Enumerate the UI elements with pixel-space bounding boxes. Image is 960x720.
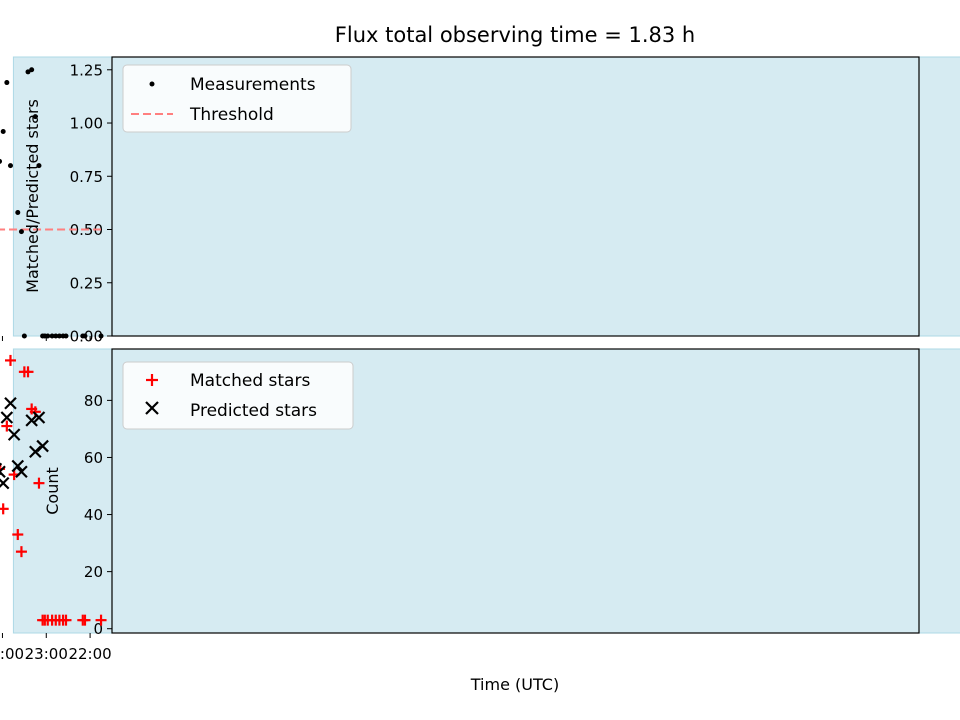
predicted-star-point — [4, 396, 17, 410]
matched-star-point — [37, 614, 49, 626]
legend-matched-label: Matched stars — [190, 371, 310, 391]
y-tick-label: 0.25 — [70, 274, 103, 292]
bottom-plot-frame — [111, 348, 920, 634]
bottom-yticks: 0 20 40 60 80 — [84, 392, 112, 638]
matched-star-point — [33, 477, 45, 489]
top-y-axis-label: Matched/Predicted stars — [23, 99, 42, 293]
x-axis-label: Time (UTC) — [470, 675, 559, 694]
matched-star-point — [12, 529, 24, 541]
matched-star-point — [15, 546, 27, 558]
measurement-point — [80, 333, 86, 339]
matched-star-point — [1, 420, 13, 432]
measurement-point — [18, 229, 24, 235]
measurement-point — [98, 333, 104, 339]
top-legend-box — [122, 64, 352, 133]
predicted-star-points — [0, 396, 49, 490]
top-plot-frame — [111, 56, 920, 337]
y-tick-label: 20 — [84, 563, 103, 581]
y-tick-label: 1.00 — [70, 115, 103, 133]
predicted-star-point — [15, 465, 28, 479]
x-tick-label: 23:00 — [25, 645, 68, 663]
bottom-panel: 0 20 40 60 80 22:0023:0000:0001:0002:0003:00… — [0, 348, 960, 694]
legend-matched-marker — [146, 374, 158, 386]
matched-star-point — [95, 614, 107, 626]
measurement-point — [21, 333, 27, 339]
predicted-star-point — [0, 465, 6, 479]
measurement-point — [0, 129, 6, 135]
predicted-star-point — [36, 439, 49, 453]
y-tick-label: 80 — [84, 392, 103, 410]
x-tick-label: 22:00 — [68, 645, 111, 663]
predicted-star-point — [29, 445, 42, 459]
matched-star-point — [4, 354, 16, 366]
measurement-point — [60, 333, 66, 339]
predicted-star-point — [25, 414, 38, 427]
matched-star-point — [0, 503, 9, 515]
measurement-point — [53, 333, 59, 339]
predicted-star-point — [0, 476, 10, 490]
predicted-star-point — [7, 428, 21, 441]
measurement-point — [40, 333, 46, 339]
y-tick-label: 0 — [93, 620, 103, 638]
matched-star-point — [26, 403, 38, 415]
measurement-point — [15, 209, 21, 215]
y-tick-label: 60 — [84, 449, 103, 467]
legend-predicted-marker — [145, 401, 159, 415]
measurement-point — [4, 80, 10, 86]
measurement-point — [49, 333, 55, 339]
legend-measurements-marker — [149, 81, 155, 87]
legend-predicted-label: Predicted stars — [190, 401, 317, 421]
legend-measurements-label: Measurements — [190, 75, 316, 95]
bottom-legend-box — [122, 361, 354, 430]
legend-threshold-label: Threshold — [189, 105, 274, 125]
bottom-legend: Matched stars Predicted stars — [122, 361, 354, 430]
y-tick-label: 40 — [84, 506, 103, 524]
top-measurement-points — [0, 67, 104, 339]
top-panel: 0.000.250.500.751.001.25 Matched/Predict… — [0, 56, 960, 346]
y-tick-label: 1.25 — [70, 61, 103, 79]
measurement-point — [25, 69, 31, 75]
measurement-point — [56, 333, 62, 339]
predicted-star-point — [32, 411, 46, 424]
chart-title: Flux total observing time = 1.83 h — [335, 23, 695, 47]
measurement-point — [29, 67, 35, 73]
matched-star-point — [77, 614, 89, 626]
measurement-point — [0, 158, 3, 164]
measurement-point — [36, 163, 42, 169]
predicted-star-point — [11, 459, 25, 473]
bottom-y-axis-label: Count — [43, 467, 62, 515]
x-tick-label: 00:00 — [0, 645, 24, 663]
top-legend: Measurements Threshold — [122, 64, 352, 133]
predicted-star-point — [0, 411, 14, 424]
measurement-point — [7, 163, 13, 169]
measurement-point — [32, 114, 38, 120]
matched-star-point — [18, 366, 30, 378]
y-tick-label: 0.75 — [70, 168, 103, 186]
